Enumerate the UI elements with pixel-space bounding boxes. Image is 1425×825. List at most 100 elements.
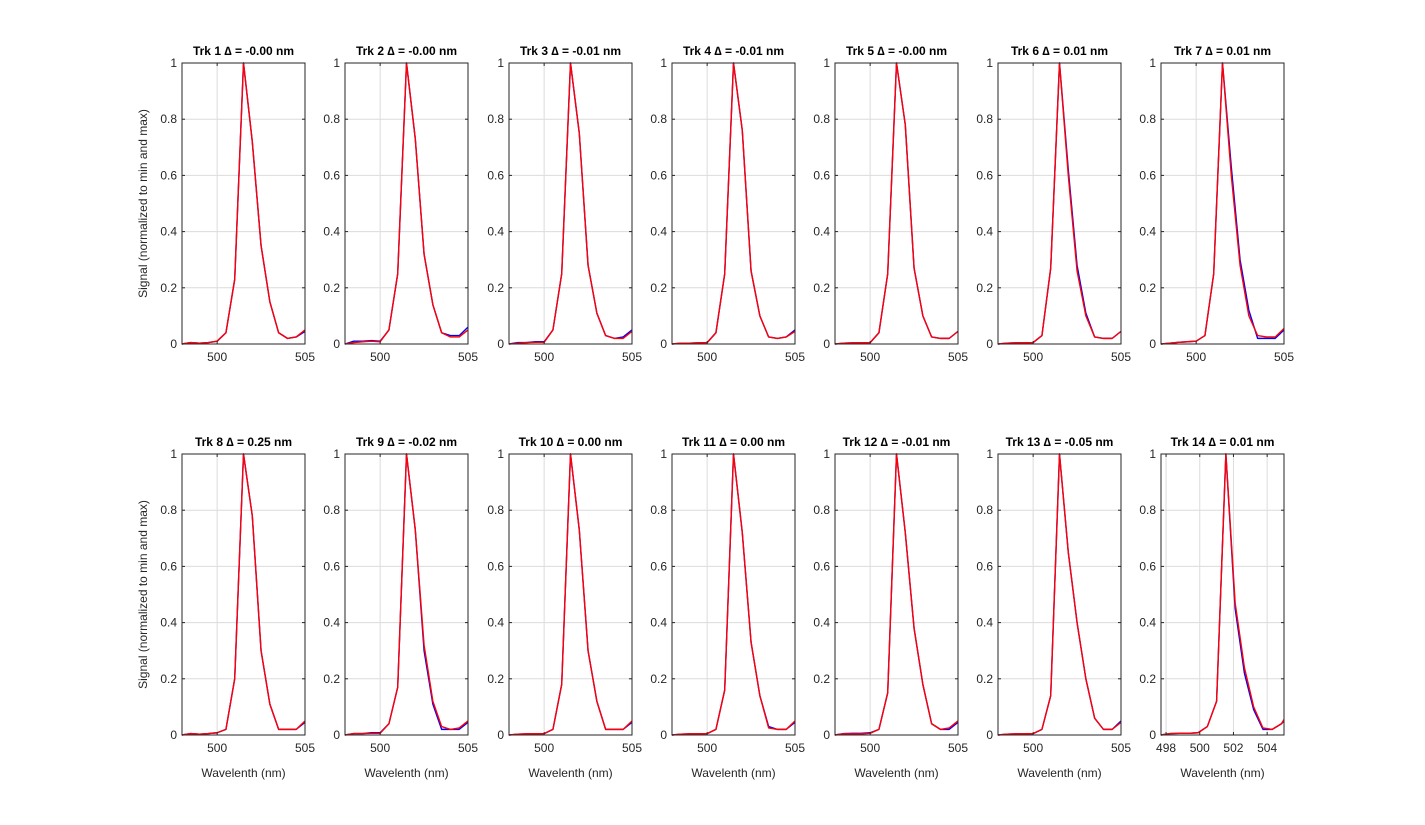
subplot-10-ytick-label-0: 0 — [497, 728, 504, 742]
subplot-8-axes-box — [181, 453, 306, 736]
subplot-9-xtick-label-0: 500 — [370, 741, 390, 755]
subplot-12-xtick-label-0: 500 — [860, 741, 880, 755]
subplot-6-title: Trk 6 ∆ = 0.01 nm — [1011, 44, 1108, 58]
subplot-11-xtick-label-0: 500 — [697, 741, 717, 755]
subplot-13-ytick-label-2: 0.4 — [976, 616, 993, 630]
subplot-6: 0 0.2 0.4 0.6 0.8 1 500 505 Trk 6 ∆ = 0.01 nm — [976, 44, 1131, 364]
subplot-11-xlabel: Wavelenth (nm) — [691, 766, 775, 780]
subplot-5-ytick-label-5: 1 — [823, 56, 830, 70]
subplot-1-xtick-label-0: 500 — [207, 350, 227, 364]
subplot-4-ytick-label-2: 0.4 — [650, 225, 667, 239]
subplot-5: 0 0.2 0.4 0.6 0.8 1 500 505 Trk 5 ∆ = -0.00 nm — [813, 44, 968, 364]
subplot-8-xtick-label-1: 505 — [295, 741, 315, 755]
subplot-12-xlabel: Wavelenth (nm) — [854, 766, 938, 780]
subplot-12-ytick-label-4: 0.8 — [813, 503, 830, 517]
subplot-7-xtick-label-0: 500 — [1186, 350, 1206, 364]
subplot-8-xlabel: Wavelenth (nm) — [201, 766, 285, 780]
subplot-9-xlabel: Wavelenth (nm) — [364, 766, 448, 780]
subplot-2-ytick-label-2: 0.4 — [323, 225, 340, 239]
subplot-5-ytick-label-3: 0.6 — [813, 168, 830, 182]
subplot-14-ytick-label-2: 0.4 — [1139, 616, 1156, 630]
subplot-5-ytick-label-2: 0.4 — [813, 225, 830, 239]
subplot-8-ytick-label-5: 1 — [170, 447, 177, 461]
subplot-9-axes-box — [344, 453, 469, 736]
subplot-4-ytick-label-5: 1 — [660, 56, 667, 70]
subplot-1-ytick-label-1: 0.2 — [160, 281, 177, 295]
subplot-3-ytick-label-1: 0.2 — [487, 281, 504, 295]
subplot-10-xlabel: Wavelenth (nm) — [528, 766, 612, 780]
subplot-3-ytick-label-2: 0.4 — [487, 225, 504, 239]
subplot-7-ytick-label-3: 0.6 — [1139, 168, 1156, 182]
subplot-11-axes-box — [671, 453, 796, 736]
subplot-2-axes-box — [344, 62, 469, 345]
subplot-14-xtick-label-1: 500 — [1190, 741, 1210, 755]
subplot-2-ytick-label-3: 0.6 — [323, 168, 340, 182]
subplot-13-xtick-label-0: 500 — [1023, 741, 1043, 755]
subplot-11-ytick-label-4: 0.8 — [650, 503, 667, 517]
subplot-2-ytick-label-5: 1 — [333, 56, 340, 70]
subplot-12: 0 0.2 0.4 0.6 0.8 1 500 505 Trk 12 ∆ = -0.01 nm W… — [813, 435, 968, 780]
subplot-2-ytick-label-4: 0.8 — [323, 112, 340, 126]
subplot-11-plot-area — [672, 454, 795, 735]
subplot-8-ytick-label-1: 0.2 — [160, 672, 177, 686]
subplot-13-ytick-label-5: 1 — [986, 447, 993, 461]
subplot-11-title: Trk 11 ∆ = 0.00 nm — [682, 435, 785, 449]
subplot-2-xtick-label-1: 505 — [458, 350, 478, 364]
subplot-2-title: Trk 2 ∆ = -0.00 nm — [356, 44, 457, 58]
subplot-6-xtick-label-0: 500 — [1023, 350, 1043, 364]
subplot-13-ytick-label-3: 0.6 — [976, 559, 993, 573]
subplot-14-axes-box — [1160, 453, 1285, 736]
subplot-14-ytick-label-5: 1 — [1149, 447, 1156, 461]
subplot-13-plot-area — [998, 454, 1121, 735]
subplot-8-xtick-label-0: 500 — [207, 741, 227, 755]
subplot-14-ytick-label-4: 0.8 — [1139, 503, 1156, 517]
subplot-7-xtick-label-1: 505 — [1274, 350, 1294, 364]
subplot-1-xtick-label-1: 505 — [295, 350, 315, 364]
subplot-5-axes-box — [834, 62, 959, 345]
subplot-10-xtick-label-1: 505 — [622, 741, 642, 755]
subplot-11-ytick-label-3: 0.6 — [650, 559, 667, 573]
subplot-14-ytick-label-1: 0.2 — [1139, 672, 1156, 686]
subplot-10-ytick-label-4: 0.8 — [487, 503, 504, 517]
subplot-1-axes-box — [181, 62, 306, 345]
subplot-11-xtick-label-1: 505 — [785, 741, 805, 755]
subplot-13-ytick-label-4: 0.8 — [976, 503, 993, 517]
subplot-8-title: Trk 8 ∆ = 0.25 nm — [195, 435, 292, 449]
subplot-1-ylabel: Signal (normalized to min and max) — [136, 109, 150, 298]
subplot-8-ytick-label-3: 0.6 — [160, 559, 177, 573]
subplot-11-ytick-label-2: 0.4 — [650, 616, 667, 630]
subplot-7-ytick-label-4: 0.8 — [1139, 112, 1156, 126]
subplot-14: 0 0.2 0.4 0.6 0.8 1 498 500 502 504 Trk 14 ∆ = 0.0… — [1139, 435, 1285, 780]
subplot-10-ytick-label-5: 1 — [497, 447, 504, 461]
subplot-1-ytick-label-4: 0.8 — [160, 112, 177, 126]
subplot-11-ytick-label-0: 0 — [660, 728, 667, 742]
subplot-9-ytick-label-5: 1 — [333, 447, 340, 461]
subplot-12-ytick-label-2: 0.4 — [813, 616, 830, 630]
subplot-2-plot-area — [345, 63, 468, 344]
subplot-13-xtick-label-1: 505 — [1111, 741, 1131, 755]
subplot-9-ytick-label-2: 0.4 — [323, 616, 340, 630]
subplot-3-ytick-label-0: 0 — [497, 337, 504, 351]
subplot-5-xtick-label-1: 505 — [948, 350, 968, 364]
subplot-9-xtick-label-1: 505 — [458, 741, 478, 755]
subplot-12-xtick-label-1: 505 — [948, 741, 968, 755]
subplot-8-ytick-label-0: 0 — [170, 728, 177, 742]
subplot-12-ytick-label-0: 0 — [823, 728, 830, 742]
subplot-4-xtick-label-0: 500 — [697, 350, 717, 364]
subplot-11-ytick-label-5: 1 — [660, 447, 667, 461]
subplot-7-ytick-label-2: 0.4 — [1139, 225, 1156, 239]
subplot-9-ytick-label-0: 0 — [333, 728, 340, 742]
subplot-5-ytick-label-0: 0 — [823, 337, 830, 351]
subplot-8-plot-area — [182, 454, 305, 735]
subplot-6-ytick-label-1: 0.2 — [976, 281, 993, 295]
subplot-10-ytick-label-1: 0.2 — [487, 672, 504, 686]
subplot-5-title: Trk 5 ∆ = -0.00 nm — [846, 44, 947, 58]
subplot-3-xtick-label-1: 505 — [622, 350, 642, 364]
subplot-8-ytick-label-2: 0.4 — [160, 616, 177, 630]
subplot-13-ytick-label-0: 0 — [986, 728, 993, 742]
subplot-3: 0 0.2 0.4 0.6 0.8 1 500 505 Trk 3 ∆ = -0.01 nm — [487, 44, 642, 364]
subplot-12-axes-box — [834, 453, 959, 736]
subplot-14-xtick-label-0: 498 — [1156, 741, 1176, 755]
subplot-10-title: Trk 10 ∆ = 0.00 nm — [519, 435, 623, 449]
